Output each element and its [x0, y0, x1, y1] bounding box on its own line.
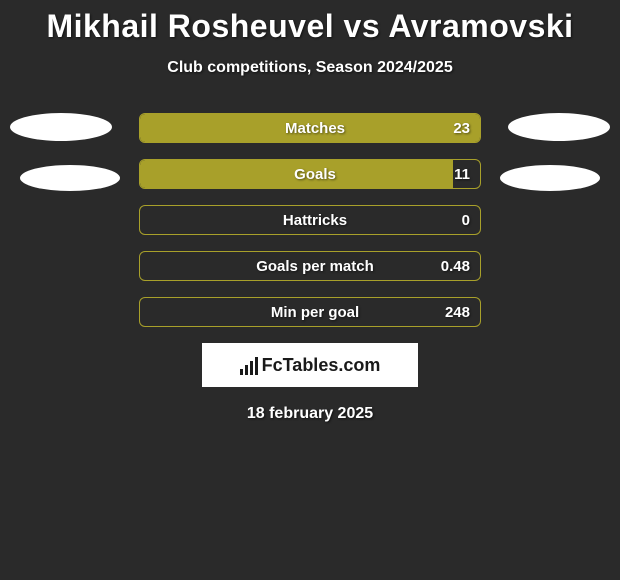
stat-value: 23	[453, 114, 470, 142]
stat-label: Goals per match	[140, 252, 480, 280]
subtitle: Club competitions, Season 2024/2025	[0, 59, 620, 77]
stat-bars: Matches 23 Goals 11 Hattricks 0 Goals pe…	[139, 113, 481, 327]
page-title: Mikhail Rosheuvel vs Avramovski	[0, 8, 620, 45]
stat-value: 0	[462, 206, 470, 234]
brand-name: FcTables.com	[262, 355, 381, 376]
player-marker-right-2	[500, 165, 600, 191]
player-marker-left-2	[20, 165, 120, 191]
stat-row: Hattricks 0	[139, 205, 481, 235]
comparison-card: Mikhail Rosheuvel vs Avramovski Club com…	[0, 0, 620, 423]
stat-row: Goals 11	[139, 159, 481, 189]
stat-value: 11	[454, 160, 470, 188]
player-marker-left-1	[10, 113, 112, 141]
stat-label: Goals	[140, 160, 480, 188]
brand-badge: FcTables.com	[202, 343, 418, 387]
stat-row: Goals per match 0.48	[139, 251, 481, 281]
stat-label: Min per goal	[140, 298, 480, 326]
date-label: 18 february 2025	[0, 405, 620, 423]
stat-row: Min per goal 248	[139, 297, 481, 327]
stat-value: 0.48	[441, 252, 470, 280]
stat-row: Matches 23	[139, 113, 481, 143]
player-marker-right-1	[508, 113, 610, 141]
stats-area: Matches 23 Goals 11 Hattricks 0 Goals pe…	[0, 113, 620, 423]
brand-chart-icon	[240, 355, 258, 375]
stat-label: Matches	[140, 114, 480, 142]
stat-value: 248	[445, 298, 470, 326]
stat-label: Hattricks	[140, 206, 480, 234]
